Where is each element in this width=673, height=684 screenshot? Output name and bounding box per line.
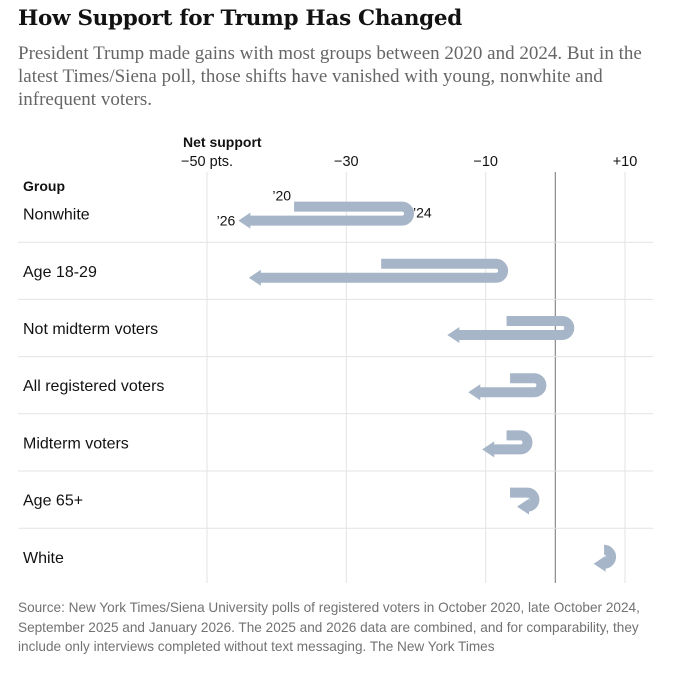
shift-arrow-path <box>493 430 533 455</box>
shift-arrowhead <box>517 498 530 515</box>
shift-arrowhead <box>593 555 606 572</box>
shift-arrowhead <box>482 441 495 458</box>
x-tick-label: −30 <box>334 154 359 170</box>
x-axis-title: Net support <box>183 134 262 150</box>
x-tick-label: −50 pts. <box>181 154 233 170</box>
year-label-2026: ’26 <box>217 213 236 229</box>
shift-arrowhead <box>248 269 261 286</box>
shift-arrow-path <box>479 373 547 398</box>
group-label: Nonwhite <box>23 207 90 224</box>
x-tick-label: −10 <box>473 154 498 170</box>
shift-arrow-path <box>458 316 575 340</box>
chart-subtitle: President Trump made gains with most gro… <box>18 43 642 110</box>
group-label: White <box>23 550 64 567</box>
group-label: Not midterm voters <box>23 321 158 338</box>
group-label: All registered voters <box>23 378 164 395</box>
group-label: Age 65+ <box>23 493 83 510</box>
shift-arrow-path <box>249 201 414 226</box>
shift-arrowhead <box>468 384 481 401</box>
year-label-2024: ’24 <box>413 205 432 221</box>
shift-arrow-path <box>510 487 540 512</box>
shift-arrowhead <box>447 327 460 343</box>
shift-arrow-path <box>603 544 617 569</box>
source-note: Source: New York Times/Siena University … <box>18 600 640 654</box>
group-label: Age 18-29 <box>23 264 97 281</box>
y-axis-title: Group <box>23 178 65 194</box>
shift-arrowhead <box>238 212 251 229</box>
chart-title: How Support for Trump Has Changed <box>18 6 463 31</box>
year-label-2020: ’20 <box>272 188 291 204</box>
shift-arrow-path <box>259 258 509 283</box>
group-label: Midterm voters <box>23 435 129 452</box>
x-tick-label: +10 <box>613 154 638 170</box>
